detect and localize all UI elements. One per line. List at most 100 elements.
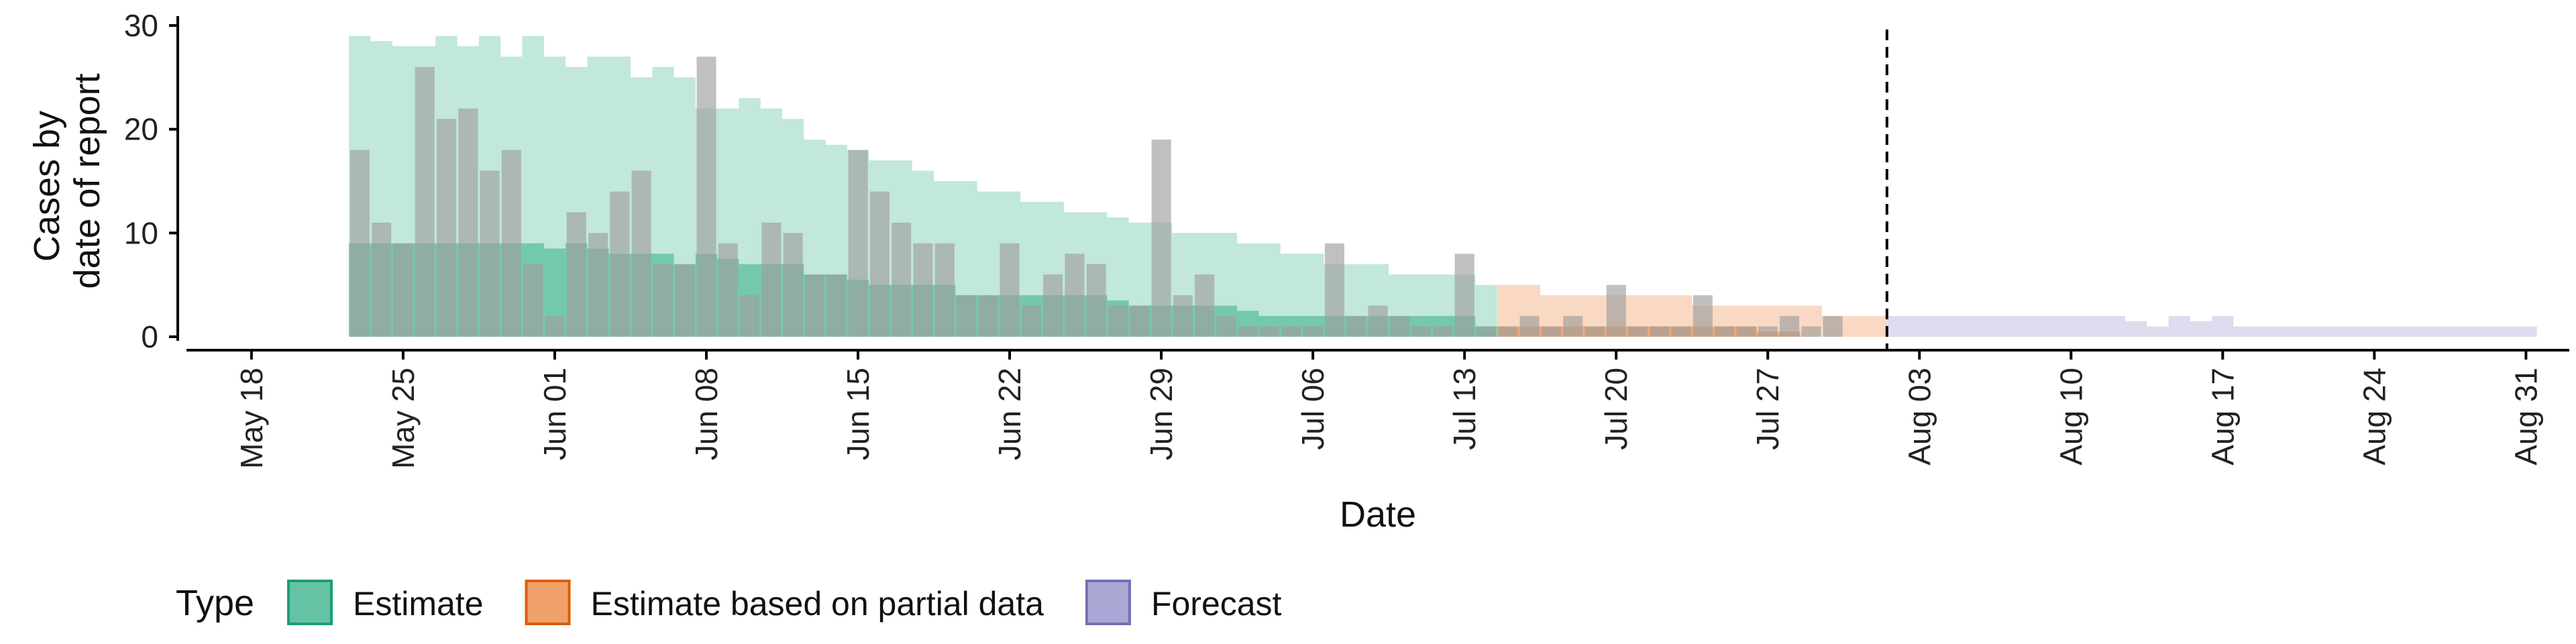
case-bar <box>1151 140 1171 337</box>
legend-swatch-estimate <box>287 580 333 625</box>
x-tick-label: Jun 15 <box>841 368 875 460</box>
y-tick-label: 30 <box>124 8 158 43</box>
case-bar <box>1563 316 1583 337</box>
case-bar <box>826 274 847 337</box>
case-bar <box>372 222 392 337</box>
x-tick-label: Jul 06 <box>1295 368 1330 450</box>
case-bar <box>393 243 413 337</box>
case-bar <box>913 243 933 337</box>
x-tick-label: Aug 17 <box>2205 368 2240 466</box>
case-bar <box>610 191 630 337</box>
case-bar <box>458 108 478 337</box>
legend-label-estimate-based-on-partial-data: Estimate based on partial data <box>591 585 1044 623</box>
legend: Type Estimate Estimate based on partial d… <box>176 580 1282 625</box>
case-bar <box>1238 326 1258 337</box>
case-bar <box>1736 326 1756 337</box>
case-bar <box>545 316 565 337</box>
case-bar <box>1650 326 1670 337</box>
case-bar <box>1454 254 1474 337</box>
case-bar <box>1758 326 1778 337</box>
y-tick-label: 10 <box>124 215 158 250</box>
case-bar <box>1780 316 1800 337</box>
case-bar <box>1801 326 1821 337</box>
case-bar <box>869 191 890 337</box>
case-bar <box>892 222 912 337</box>
x-tick-label: Jul 13 <box>1447 368 1482 450</box>
case-bar <box>956 295 976 337</box>
case-bar <box>350 150 370 337</box>
y-tick-label: 0 <box>141 319 158 354</box>
case-bar <box>783 233 803 337</box>
case-bar <box>1519 316 1540 337</box>
case-bar <box>1216 316 1236 337</box>
case-bar <box>523 264 543 337</box>
case-bar <box>1346 316 1366 337</box>
case-bar <box>675 264 695 337</box>
x-tick-label: May 25 <box>386 368 421 469</box>
case-bar <box>1498 326 1518 337</box>
x-tick-label: Aug 24 <box>2357 368 2392 466</box>
y-axis-title: Cases by date of report <box>27 73 107 288</box>
case-bar <box>1021 305 1041 337</box>
case-bar <box>1108 305 1128 337</box>
y-axis-title-line-1: Cases by <box>27 111 67 262</box>
case-bar <box>1368 305 1388 337</box>
case-bar <box>1628 326 1648 337</box>
x-tick-label: Aug 03 <box>1902 368 1937 466</box>
case-bar <box>653 264 673 337</box>
case-bar <box>804 274 824 337</box>
x-tick-label: Aug 31 <box>2508 368 2543 466</box>
case-bar <box>1585 326 1605 337</box>
case-bar <box>588 233 608 337</box>
case-bar <box>1065 254 1085 337</box>
case-bar <box>1043 274 1063 337</box>
forecast-outer-band <box>1886 316 2537 337</box>
case-bar <box>501 150 521 337</box>
x-tick-label: Jun 29 <box>1144 368 1179 460</box>
case-bar <box>1823 316 1843 337</box>
x-tick-label: Jun 22 <box>992 368 1027 460</box>
axes: 0 10 20 30 May 18 May 25 Jun 01 Jun 08 Jun 15 Jun… <box>124 8 2569 469</box>
case-bar <box>1541 326 1561 337</box>
case-bar <box>718 243 738 337</box>
x-tick-label: Jul 20 <box>1599 368 1633 450</box>
legend-title: Type <box>176 583 254 623</box>
legend-label-estimate: Estimate <box>353 585 484 623</box>
case-bar <box>1260 326 1280 337</box>
case-bar <box>1173 295 1193 337</box>
case-bar <box>415 66 435 337</box>
x-tick-label: Jun 01 <box>537 368 572 460</box>
case-bar <box>1476 326 1496 337</box>
x-tick-label: May 18 <box>234 368 269 469</box>
case-bar <box>1715 326 1735 337</box>
x-tick-label: Aug 10 <box>2053 368 2088 466</box>
case-bar <box>1195 274 1215 337</box>
case-bar <box>1281 326 1301 337</box>
y-axis-title-line-2: date of report <box>67 73 107 288</box>
case-bar <box>1433 326 1453 337</box>
case-bar <box>1671 326 1691 337</box>
case-bar <box>1411 326 1432 337</box>
case-bar <box>1606 284 1626 337</box>
case-bar <box>848 150 868 337</box>
case-bar <box>480 170 500 337</box>
observed-case-bars <box>350 56 1843 337</box>
case-bar <box>1324 243 1344 337</box>
case-bar <box>1303 326 1323 337</box>
x-tick-label: Jun 08 <box>689 368 724 460</box>
case-bar <box>566 212 586 337</box>
case-bar <box>934 243 955 337</box>
case-bar <box>1693 295 1713 337</box>
y-tick-label: 20 <box>124 112 158 147</box>
case-bar <box>1086 264 1106 337</box>
case-bar <box>761 222 782 337</box>
case-bar <box>1389 316 1409 337</box>
case-bar <box>978 295 998 337</box>
x-tick-label: Jul 27 <box>1750 368 1785 450</box>
case-bar <box>1130 305 1150 337</box>
legend-swatch-forecast <box>1085 580 1131 625</box>
legend-label-forecast: Forecast <box>1151 585 1282 623</box>
case-bar <box>631 170 651 337</box>
x-axis-title: Date <box>1340 494 1416 535</box>
